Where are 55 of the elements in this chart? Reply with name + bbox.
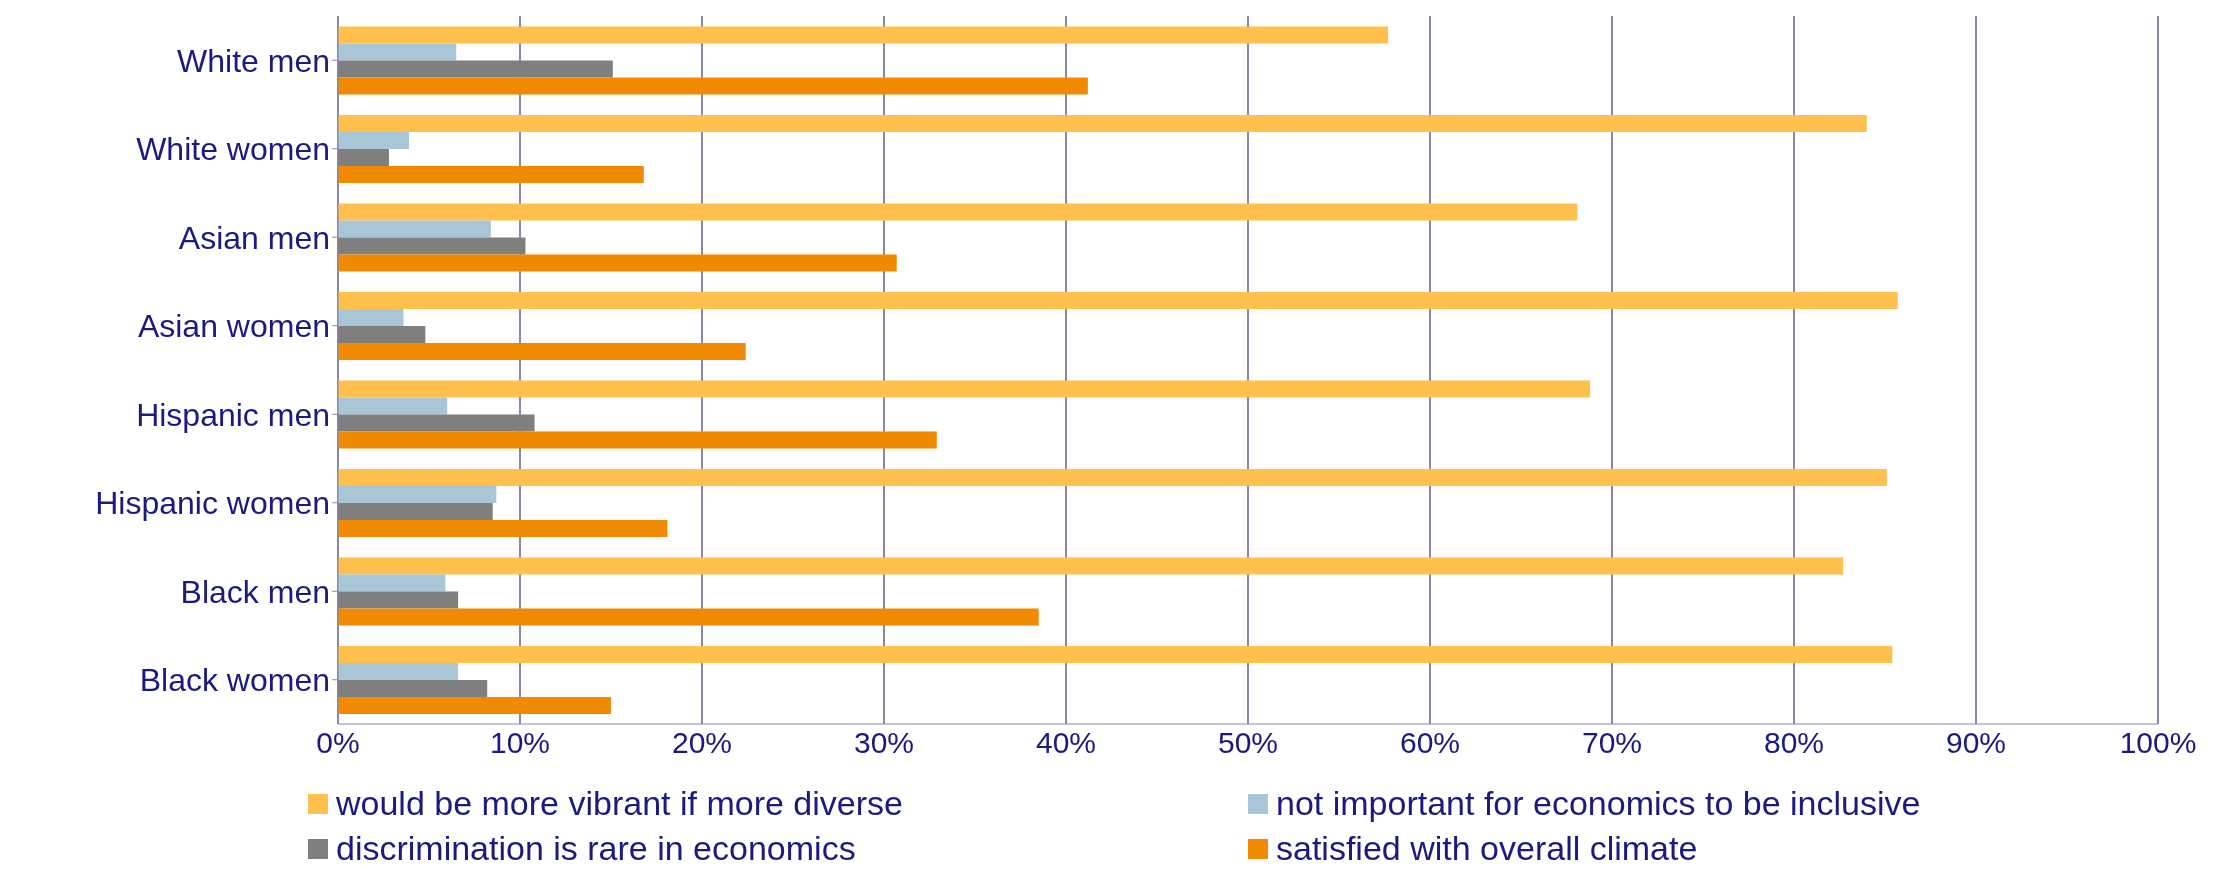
bar <box>338 591 459 609</box>
legend-label: discrimination is rare in economics <box>336 829 856 868</box>
x-tick-label: 80% <box>1763 726 1825 760</box>
bar <box>338 309 404 327</box>
legend-label: would be more vibrant if more diverse <box>336 784 903 823</box>
x-tick-label: 40% <box>1035 726 1097 760</box>
y-tick-label: White men <box>177 42 330 79</box>
legend-label: satisfied with overall climate <box>1276 829 1698 868</box>
bar <box>338 414 535 432</box>
bar <box>338 397 448 415</box>
bar <box>338 254 897 272</box>
x-tick-label: 90% <box>1945 726 2007 760</box>
bar <box>338 326 426 344</box>
y-tick-label: White women <box>136 131 330 168</box>
legend-label: not important for economics to be inclusive <box>1276 784 1921 823</box>
bar <box>338 43 457 61</box>
y-tick-label: Asian women <box>137 308 330 345</box>
bar <box>338 343 746 361</box>
y-tick-label: Black women <box>139 662 330 699</box>
y-tick-label: Black men <box>180 573 330 610</box>
bar <box>338 469 1887 487</box>
y-tick-label: Asian men <box>178 219 330 256</box>
bar <box>338 26 1389 44</box>
bar <box>338 646 1893 664</box>
x-tick-label: 60% <box>1399 726 1461 760</box>
bar <box>338 557 1844 575</box>
x-tick-label: 20% <box>671 726 733 760</box>
x-tick-label: 70% <box>1581 726 1643 760</box>
bar <box>338 574 446 592</box>
x-tick-label: 50% <box>1217 726 1279 760</box>
x-tick-label: 100% <box>2119 726 2197 760</box>
bar <box>338 520 668 538</box>
bar <box>338 166 644 184</box>
bar <box>338 663 459 681</box>
x-tick-label: 0% <box>316 726 360 760</box>
bar <box>338 149 389 167</box>
bar <box>338 220 491 238</box>
x-tick-label: 10% <box>489 726 551 760</box>
x-tick-label: 30% <box>853 726 915 760</box>
bar <box>338 115 1867 133</box>
bar <box>338 132 409 150</box>
bar <box>338 697 611 715</box>
bar <box>338 486 497 504</box>
bar <box>338 380 1591 398</box>
bar <box>338 203 1578 221</box>
bar <box>338 77 1088 95</box>
y-tick-label: Hispanic men <box>136 396 330 433</box>
bar <box>338 431 937 449</box>
y-tick-label: Hispanic women <box>95 485 330 522</box>
bar <box>338 608 1039 626</box>
bar <box>338 503 493 521</box>
bar <box>338 60 613 78</box>
bar <box>338 292 1898 310</box>
bar <box>338 680 488 698</box>
bar <box>338 237 526 255</box>
